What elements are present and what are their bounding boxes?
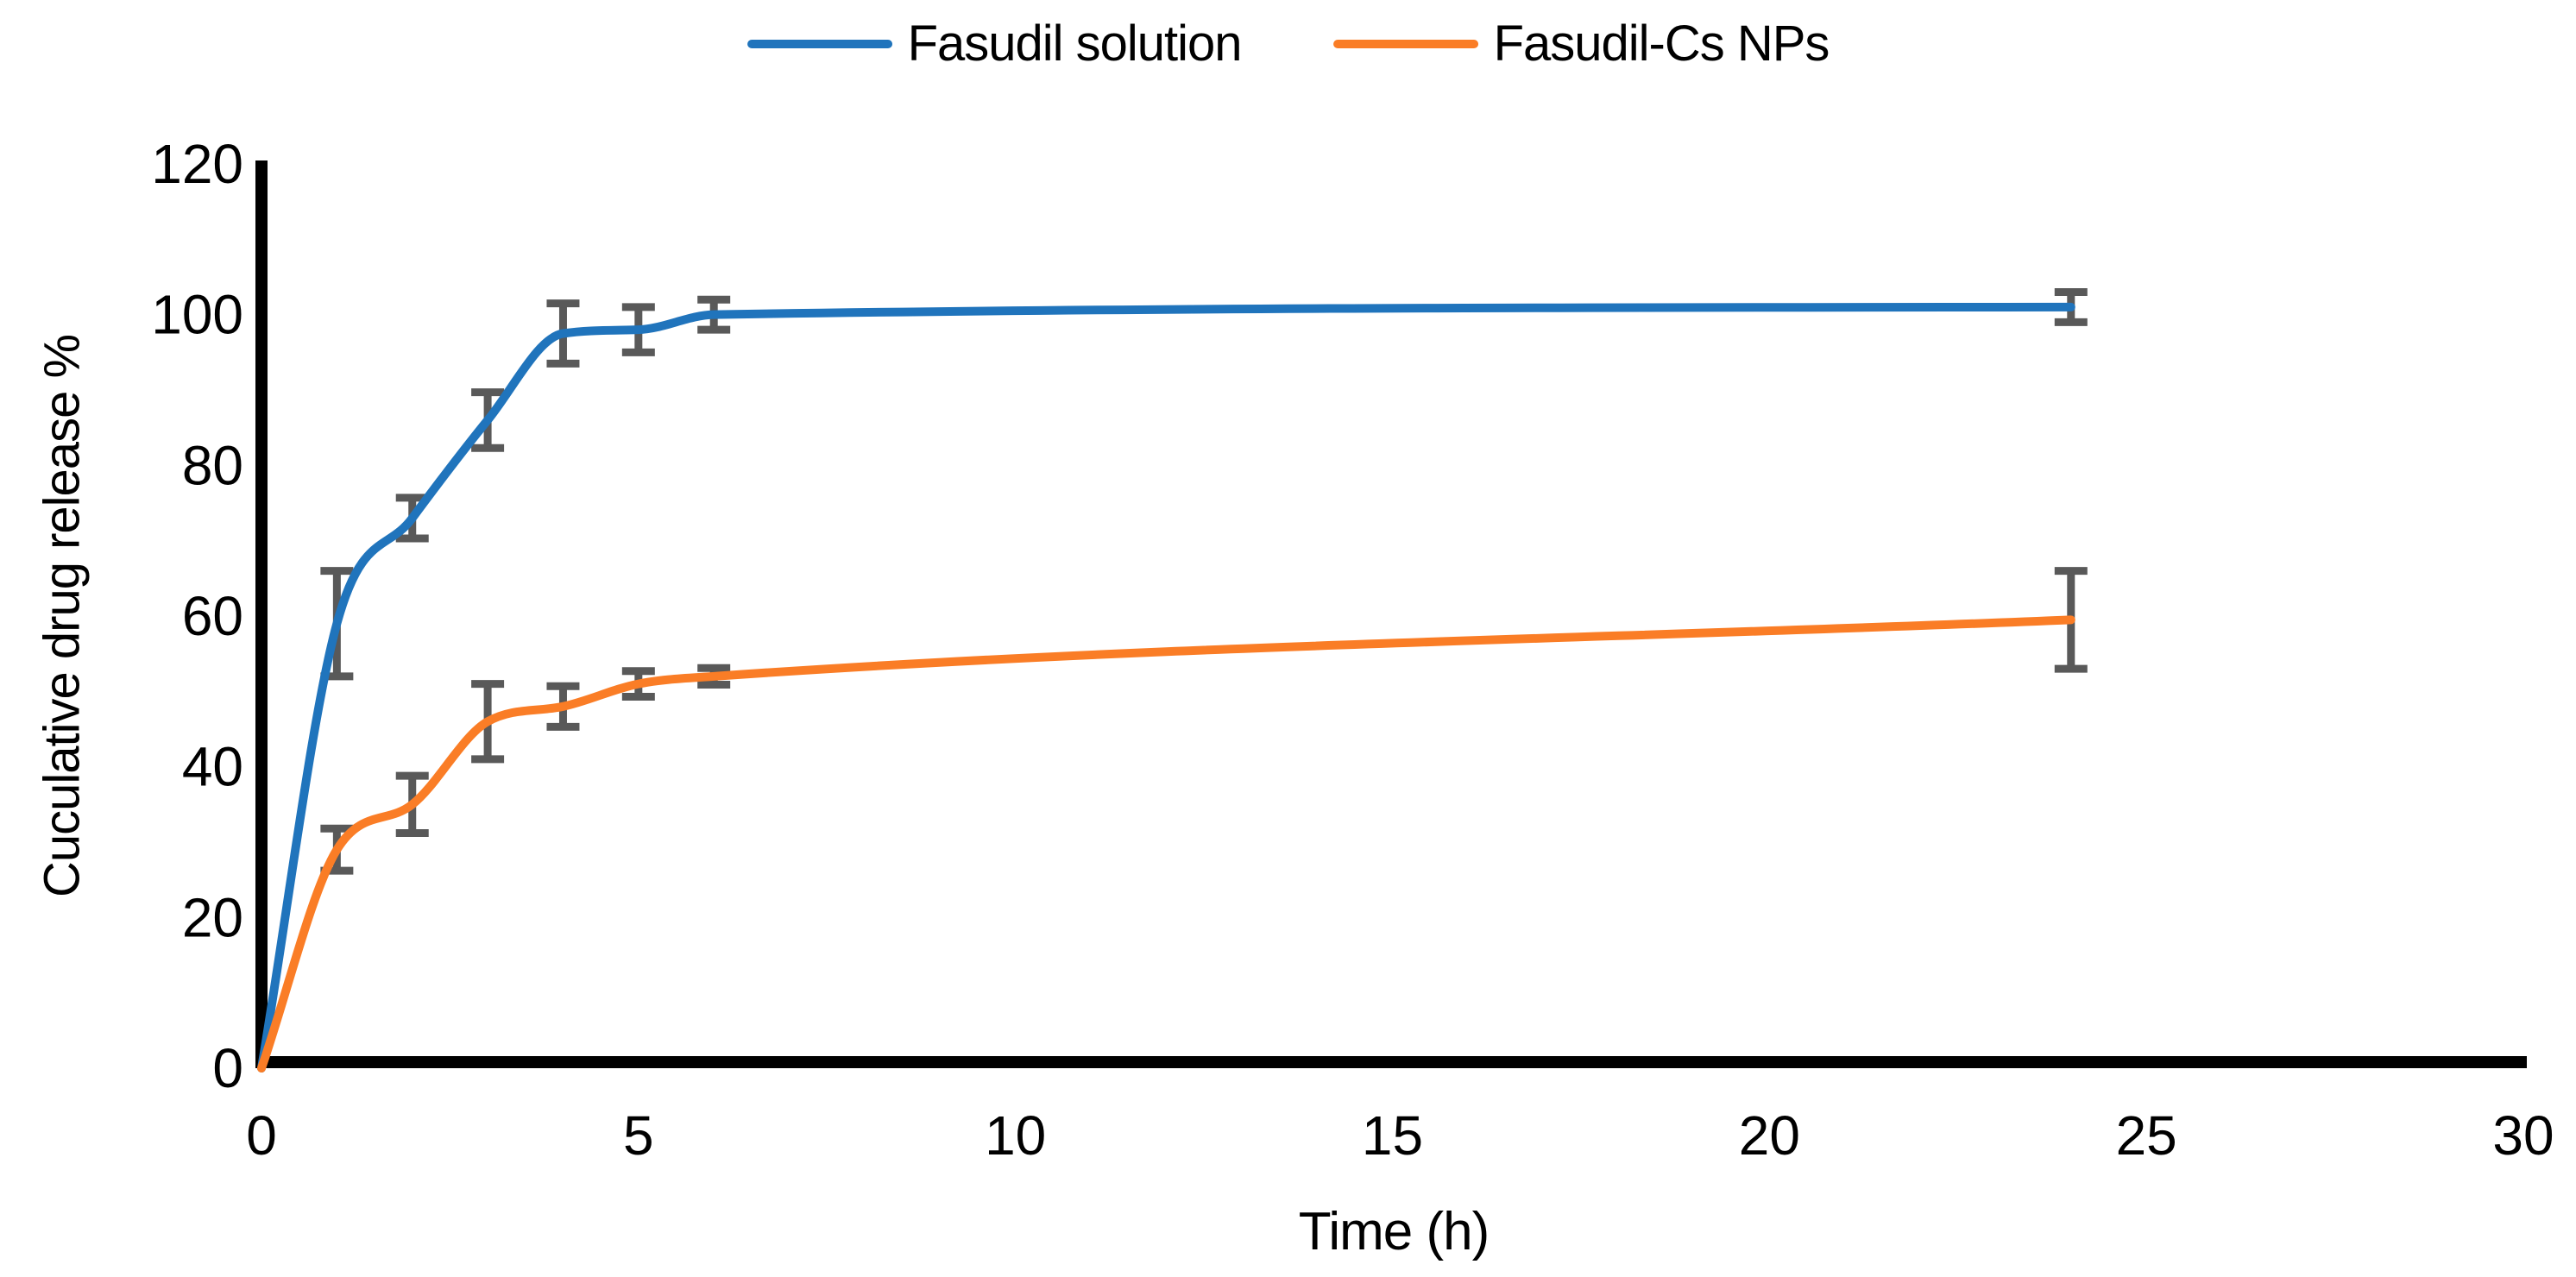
y-tick-label: 120 [151, 133, 243, 195]
y-tick-label: 80 [182, 434, 243, 496]
x-tick-label: 10 [985, 1104, 1046, 1167]
x-tick-label: 15 [1362, 1104, 1423, 1167]
y-tick-label: 0 [212, 1037, 243, 1099]
series-line-fasudil-solution [257, 302, 2075, 1073]
legend-label: Fasudil solution [907, 16, 1243, 72]
series-line-fasudil-cs-nps [257, 615, 2075, 1073]
y-tick-label: 100 [151, 284, 243, 346]
x-tick-label: 20 [1739, 1104, 1800, 1167]
y-tick-label: 20 [182, 886, 243, 948]
legend-label: Fasudil-Cs NPs [1493, 16, 1830, 72]
x-tick-label: 30 [2492, 1104, 2554, 1167]
legend-item-fasudil-solution: Fasudil solution [746, 16, 1243, 72]
y-tick-label: 40 [182, 736, 243, 798]
x-tick-label: 5 [623, 1104, 654, 1167]
legend-line-swatch-blue [746, 40, 892, 48]
chart-legend: Fasudil solution Fasudil-Cs NPs [746, 16, 1830, 72]
x-tick-label: 0 [246, 1104, 277, 1167]
legend-line-swatch-orange [1332, 40, 1478, 48]
legend-item-fasudil-cs-nps: Fasudil-Cs NPs [1332, 16, 1830, 72]
x-axis-title: Time (h) [1298, 1202, 1490, 1261]
y-axis-title: Cuculative drug release % [34, 334, 91, 898]
y-tick-label: 60 [182, 585, 243, 647]
x-tick-label: 25 [2116, 1104, 2177, 1167]
